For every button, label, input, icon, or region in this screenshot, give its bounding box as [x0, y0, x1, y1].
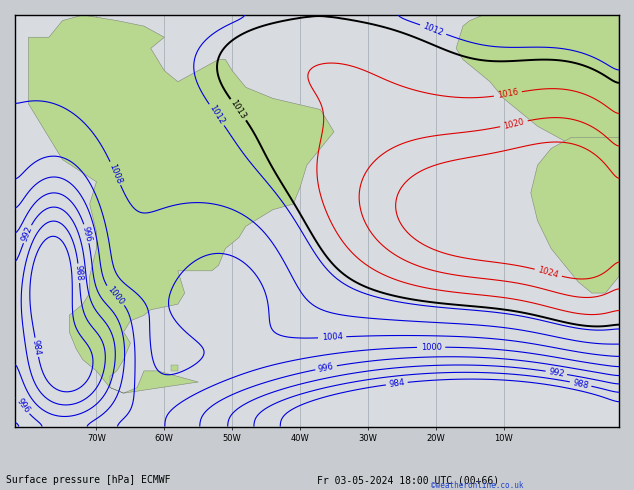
Text: 992: 992: [548, 367, 565, 379]
Polygon shape: [29, 15, 334, 393]
Text: 1012: 1012: [207, 103, 226, 126]
Text: 992: 992: [20, 225, 34, 243]
Text: 984: 984: [31, 339, 42, 356]
Text: 996: 996: [15, 397, 31, 415]
Text: 1012: 1012: [422, 22, 444, 38]
Text: 1000: 1000: [105, 285, 126, 307]
Text: 1024: 1024: [537, 266, 560, 280]
Text: ©weatheronline.co.uk: ©weatheronline.co.uk: [431, 481, 524, 490]
Polygon shape: [171, 366, 178, 371]
Text: 1016: 1016: [496, 88, 519, 100]
Text: 1020: 1020: [503, 117, 525, 131]
Text: Surface pressure [hPa] ECMWF: Surface pressure [hPa] ECMWF: [6, 475, 171, 485]
Polygon shape: [531, 137, 619, 293]
Text: 1013: 1013: [229, 98, 248, 121]
Text: Fr 03-05-2024 18:00 UTC (00+66): Fr 03-05-2024 18:00 UTC (00+66): [317, 475, 499, 485]
Text: 988: 988: [572, 378, 590, 390]
Text: 996: 996: [318, 362, 335, 374]
Text: 1004: 1004: [321, 332, 343, 343]
Text: 996: 996: [81, 225, 93, 243]
Text: 988: 988: [74, 265, 84, 282]
Text: 1000: 1000: [420, 343, 442, 352]
Text: 984: 984: [389, 378, 405, 389]
Polygon shape: [456, 15, 619, 154]
Text: 1008: 1008: [107, 162, 124, 185]
